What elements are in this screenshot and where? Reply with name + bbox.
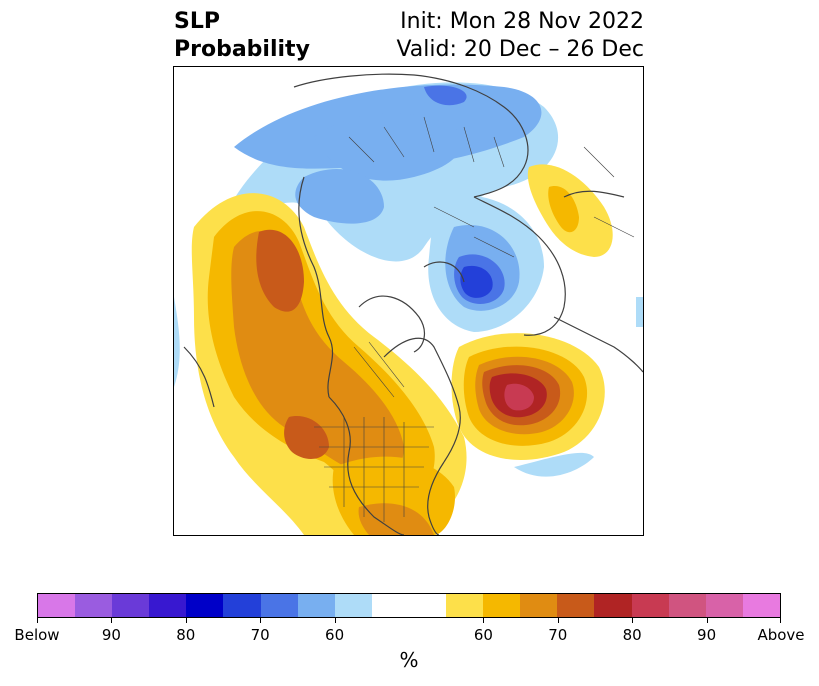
colorbar-ticks: Below 90 80 70 60 60 70 80 90 Above <box>14 618 805 648</box>
colorbar-tick <box>185 618 187 623</box>
asia-positive-anomaly <box>527 164 613 257</box>
colorbar-tick-label: 60 <box>473 626 493 644</box>
title-metric: Probability <box>174 37 310 62</box>
colorbar-tick <box>260 618 262 623</box>
colorbar-segment <box>149 594 187 617</box>
colorbar-segment <box>742 594 780 617</box>
colorbar-segment <box>631 594 669 617</box>
colorbar-tick-label: 70 <box>250 626 270 644</box>
init-date: Init: Mon 28 Nov 2022 <box>400 9 644 34</box>
colorbar-tick <box>111 618 113 623</box>
colorbar-tick <box>706 618 708 623</box>
colorbar-tick <box>632 618 634 623</box>
atlantic-positive-anomaly <box>451 333 605 460</box>
title-left: SLP Probability <box>174 8 310 64</box>
colorbar-segment <box>408 594 447 617</box>
colorbar-tick-label: Below <box>14 626 60 644</box>
colorbar-segment <box>223 594 261 617</box>
colorbar-segment <box>557 594 595 617</box>
map-panel <box>173 66 644 536</box>
colorbar-tick <box>483 618 485 623</box>
above-normal-shading <box>191 193 467 535</box>
colorbar-tick-label: 80 <box>176 626 196 644</box>
colorbar-segment <box>75 594 113 617</box>
borders <box>314 116 635 522</box>
colorbar-tick-label: 60 <box>325 626 345 644</box>
colorbar-segment <box>446 594 484 617</box>
coastlines <box>183 73 643 535</box>
below-normal-shading <box>174 82 643 477</box>
probability-map <box>174 73 643 535</box>
title-right: Init: Mon 28 Nov 2022 Valid: 20 Dec – 26… <box>396 8 644 64</box>
colorbar-segment <box>594 594 632 617</box>
colorbar-tick <box>780 618 781 623</box>
colorbar-segment <box>705 594 743 617</box>
colorbar-segment <box>668 594 706 617</box>
colorbar-tick-label: 80 <box>622 626 642 644</box>
colorbar-segment <box>260 594 298 617</box>
colorbar-segment <box>334 594 372 617</box>
colorbar-tick-label: Above <box>757 626 805 644</box>
colorbar-segment <box>112 594 150 617</box>
colorbar-tick <box>334 618 336 623</box>
colorbar-tick-label: 90 <box>101 626 121 644</box>
colorbar <box>37 593 781 618</box>
colorbar-segment <box>371 594 409 617</box>
colorbar-segment <box>186 594 224 617</box>
colorbar-segment <box>38 594 76 617</box>
colorbar-segment <box>483 594 521 617</box>
colorbar-segment <box>297 594 335 617</box>
colorbar-tick-label: 90 <box>697 626 717 644</box>
colorbar-segment <box>520 594 558 617</box>
colorbar-tick <box>557 618 559 623</box>
valid-range: Valid: 20 Dec – 26 Dec <box>396 37 644 62</box>
colorbar-tick <box>37 618 38 623</box>
title-variable: SLP <box>174 9 220 34</box>
colorbar-tick-label: 70 <box>548 626 568 644</box>
colorbar-unit: % <box>399 648 419 672</box>
